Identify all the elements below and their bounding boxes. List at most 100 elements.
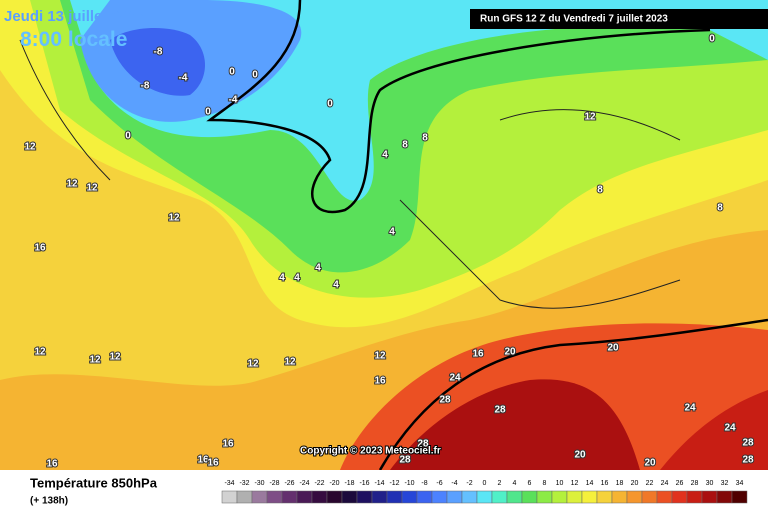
colorbar-cell [296,490,313,504]
contour-label: -4 [179,73,188,84]
contour-label: -8 [141,81,150,92]
colorbar-cell [356,490,373,504]
copyright: Copyright © 2023 Meteociel.fr [300,446,441,457]
colorbar-tick-label: 28 [691,480,699,487]
contour-label: 0 [125,131,131,142]
contour-label: 8 [402,140,408,151]
colorbar-tick-label: 12 [571,480,579,487]
colorbar-cell [416,490,433,504]
contour-label: 12 [24,142,36,153]
contour-label: 28 [417,439,429,450]
legend-subtitle: (+ 138h) [30,496,68,507]
colorbar-cell [476,490,493,504]
contour-label: 4 [279,273,285,284]
colorbar-tick-label: -10 [404,480,414,487]
contour-label: 4 [315,263,321,274]
contour-label: 0 [252,70,258,81]
colorbar-tick-label: 8 [543,480,547,487]
colorbar-tick-label: -18 [344,480,354,487]
contour-label: 12 [109,352,121,363]
colorbar-cell [461,490,478,504]
colorbar-cell [506,490,523,504]
colorbar-cell [521,490,538,504]
colorbar-cell [491,490,508,504]
contour-label: 16 [34,243,46,254]
colorbar-tick-label: -16 [359,480,369,487]
colorbar-tick-label: -6 [436,480,442,487]
colorbar-cell [386,490,403,504]
colorbar-cell [701,490,718,504]
colorbar-cell [281,490,298,504]
colorbar-tick-label: 4 [513,480,517,487]
contour-label: 12 [89,355,101,366]
contour-label: 28 [742,438,754,449]
colorbar-cell [596,490,613,504]
contour-label: 16 [197,455,209,466]
colorbar-cell [431,490,448,504]
contour-label: 12 [168,213,180,224]
colorbar-tick-label: -34 [224,480,234,487]
contour-label: 8 [422,133,428,144]
contour-label: 28 [494,405,506,416]
colorbar-cell [266,490,283,504]
contour-label: 24 [449,373,461,384]
contour-label: 4 [382,150,388,161]
colorbar-cell [671,490,688,504]
date-label: Jeudi 13 juillet 2023 [4,8,145,25]
colorbar-tick-label: 32 [721,480,729,487]
contour-label: 4 [333,280,339,291]
run-box [470,9,768,29]
contour-label: 8 [717,203,723,214]
contour-label: 28 [399,455,411,466]
colorbar-tick-label: 14 [586,480,594,487]
colorbar-cell [716,490,733,504]
contour-label: 24 [684,403,696,414]
contour-label: 12 [374,351,386,362]
time-label: 8:00 locale [20,28,127,51]
colorbar-tick-label: -28 [269,480,279,487]
isotherm-0 [206,0,711,214]
coastline [19,39,681,309]
colorbar-cell [326,490,343,504]
zone-28-east [660,390,768,470]
colorbar-tick-label: -2 [466,480,472,487]
colorbar-cell [311,490,328,504]
colorbar-cell [686,490,703,504]
contour-label: 4 [389,227,395,238]
colorbar-tick-label: 20 [631,480,639,487]
colorbar-cell [551,490,568,504]
colorbar-tick-label: -24 [299,480,309,487]
colorbar-tick-label: 22 [646,480,654,487]
contour-label: 16 [374,376,386,387]
contour-label: 16 [222,439,234,450]
contour-label: 0 [205,107,211,118]
colorbar-tick-label: -22 [314,480,324,487]
legend-title: Température 850hPa [30,475,158,490]
contour-label: 20 [504,347,516,358]
colorbar-tick-label: 10 [556,480,564,487]
colorbar-tick-label: 24 [661,480,669,487]
colorbar-cell [731,490,748,504]
colorbar-cell [236,490,253,504]
contour-label: 12 [247,359,259,370]
contour-label: 20 [644,458,656,469]
colorbar-cell [251,490,268,504]
contour-label: 12 [584,112,596,123]
contour-label: 12 [66,179,78,190]
colorbar-tick-label: -8 [421,480,427,487]
contour-label: 0 [709,34,715,45]
run-label: Run GFS 12 Z du Vendredi 7 juillet 2023 [480,14,668,25]
colorbar-cell [401,490,418,504]
colorbar-cell [581,490,598,504]
colorbar-tick-label: -12 [389,480,399,487]
contour-label: 28 [439,395,451,406]
colorbar-cell [446,490,463,504]
colorbar-cell [371,490,388,504]
colorbar-tick-label: -32 [239,480,249,487]
colorbar-tick-label: 16 [601,480,609,487]
colorbar-cell [641,490,658,504]
colorbar-tick-label: 30 [706,480,714,487]
contour-label: 0 [229,67,235,78]
colorbar-tick-label: 2 [498,480,502,487]
